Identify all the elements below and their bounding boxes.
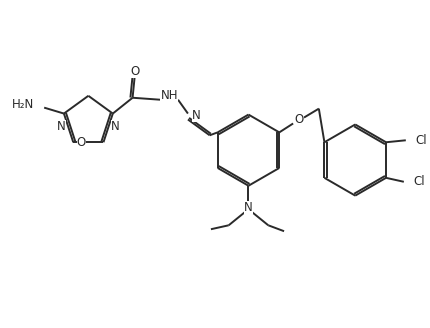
Text: O: O [130,65,139,77]
Text: N: N [192,109,201,122]
Text: H₂N: H₂N [12,98,34,111]
Text: N: N [244,201,253,214]
Text: N: N [57,120,66,133]
Text: Cl: Cl [416,134,427,147]
Text: NH: NH [160,89,178,102]
Text: O: O [295,113,304,126]
Text: N: N [111,120,120,133]
Text: Cl: Cl [414,175,425,188]
Text: O: O [77,136,86,149]
